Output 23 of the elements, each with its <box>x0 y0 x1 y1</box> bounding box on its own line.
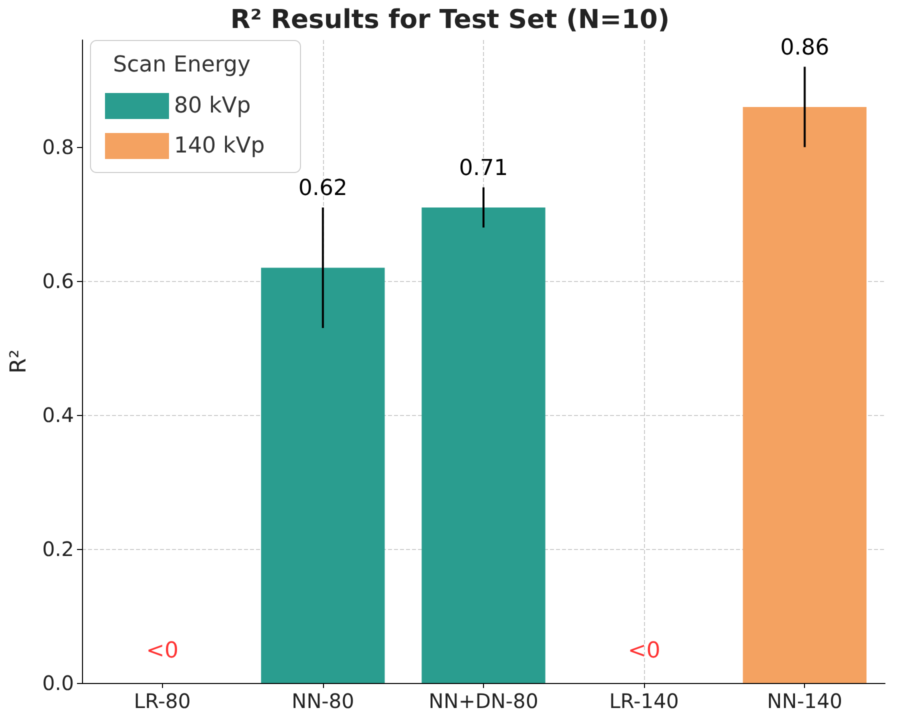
y-tick-label: 0.4 <box>42 403 74 428</box>
legend-label: 140 kVp <box>174 134 265 158</box>
chart-title: R² Results for Test Set (N=10) <box>230 5 670 35</box>
bar <box>422 207 546 683</box>
annotation: <0 <box>628 638 660 664</box>
data-label: 0.62 <box>298 176 348 201</box>
data-label: 0.71 <box>459 156 508 181</box>
annotation: <0 <box>146 638 179 664</box>
y-axis-title: R² <box>6 349 32 374</box>
data-label: 0.86 <box>780 35 830 60</box>
x-tick-label: LR-140 <box>609 689 679 713</box>
y-tick-label: 0.0 <box>42 671 74 695</box>
y-tick-label: 0.2 <box>42 537 74 562</box>
x-tick-label: NN+DN-80 <box>428 689 538 713</box>
bar <box>261 268 385 683</box>
x-tick-label: NN-140 <box>767 689 842 713</box>
legend-label: 80 kVp <box>174 94 251 118</box>
legend-title: Scan Energy <box>113 52 250 78</box>
bar <box>742 106 867 683</box>
x-tick-label: NN-80 <box>292 689 354 713</box>
x-tick-label: LR-80 <box>134 689 191 713</box>
y-tick-label: 0.8 <box>42 135 74 160</box>
y-tick-label: 0.6 <box>42 269 74 294</box>
